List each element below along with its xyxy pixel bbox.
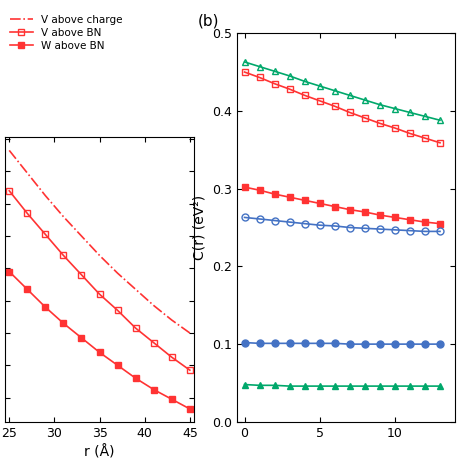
Text: (b): (b) [198, 13, 219, 28]
Y-axis label: C(r) (eV²): C(r) (eV²) [192, 195, 207, 260]
X-axis label: r (Å): r (Å) [84, 445, 115, 460]
Legend: V above charge, V above BN, W above BN: V above charge, V above BN, W above BN [10, 15, 123, 51]
